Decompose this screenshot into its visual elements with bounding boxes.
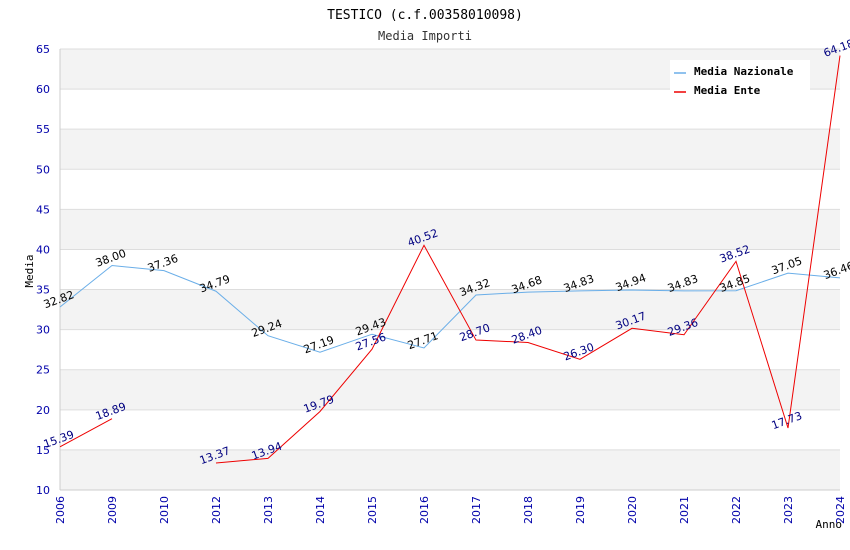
chart-title: TESTICO (c.f.00358010098): [327, 8, 523, 23]
y-ticks: 10 15 20 25 30 35 40 45 50 55 60 65: [36, 43, 50, 497]
x-tick-label: 2024: [834, 496, 847, 524]
legend-label-media-ente: Media Ente: [694, 84, 761, 97]
y-tick-label: 65: [36, 43, 50, 56]
x-tick-label: 2016: [418, 496, 431, 524]
x-tick-label: 2019: [574, 496, 587, 524]
y-tick-label: 25: [36, 364, 50, 377]
axes: [59, 49, 840, 491]
grid-lines: [60, 48, 840, 491]
x-tick-label: 2012: [210, 496, 223, 524]
x-tick-label: 2023: [782, 496, 795, 524]
y-tick-label: 55: [36, 123, 50, 136]
x-tick-label: 2020: [626, 496, 639, 524]
x-tick-label: 2006: [54, 496, 67, 524]
grid-band: [60, 129, 840, 170]
x-tick-label: 2017: [470, 496, 483, 524]
x-tick-label: 2009: [106, 496, 119, 524]
x-axis-label: Anno: [816, 518, 843, 531]
y-tick-label: 10: [36, 484, 50, 497]
chart-subtitle: Media Importi: [378, 29, 472, 43]
data-label: 26.30: [562, 341, 596, 364]
x-tick-label: 2013: [262, 496, 275, 524]
y-axis-label: Media: [23, 254, 36, 287]
series-lines: [59, 55, 841, 464]
y-tick-label: 40: [36, 243, 50, 256]
x-tick-label: 2022: [730, 496, 743, 524]
data-label: 17.73: [770, 409, 804, 432]
grid-band: [60, 369, 840, 410]
y-tick-label: 35: [36, 284, 50, 297]
data-label: 27.71: [406, 329, 440, 352]
x-tick-label: 2021: [678, 496, 691, 524]
x-tick-label: 2018: [522, 496, 535, 524]
x-tick-label: 2014: [314, 496, 327, 524]
grid-band: [60, 209, 840, 250]
y-tick-label: 20: [36, 404, 50, 417]
y-tick-label: 30: [36, 324, 50, 337]
x-tick-label: 2010: [158, 496, 171, 524]
x-ticks: 2006 2009 2010 2012 2013 2014 2015 2016 2017 2018…: [54, 496, 847, 524]
data-label: 37.36: [146, 252, 180, 275]
data-label: 36.46: [822, 259, 850, 282]
y-tick-label: 60: [36, 83, 50, 96]
y-tick-label: 15: [36, 444, 50, 457]
series-line: [59, 55, 841, 464]
data-label: 27.19: [302, 333, 336, 356]
legend-box: [670, 60, 810, 102]
grid-band: [60, 449, 840, 490]
x-tick-label: 2015: [366, 496, 379, 524]
series-line: [59, 264, 841, 353]
grid-bands: [60, 49, 840, 490]
legend: Media Nazionale Media Ente: [670, 60, 810, 102]
grid-band: [60, 289, 840, 330]
data-label: 15.39: [42, 428, 76, 451]
legend-label-media-nazionale: Media Nazionale: [694, 65, 794, 78]
y-tick-label: 50: [36, 163, 50, 176]
y-tick-label: 45: [36, 203, 50, 216]
